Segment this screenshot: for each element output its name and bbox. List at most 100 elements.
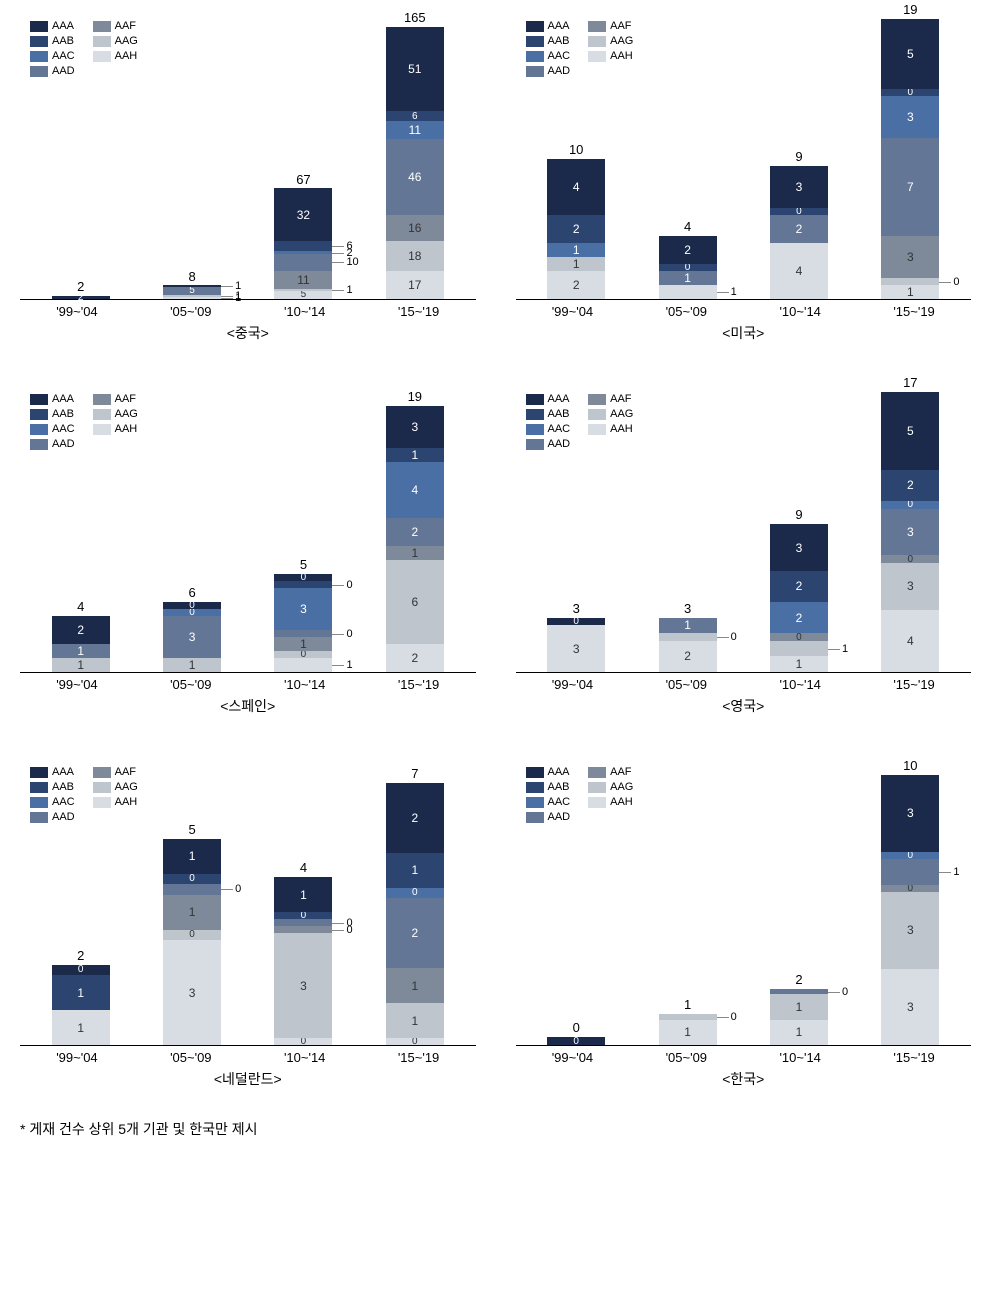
x-label: '15~'19 — [885, 677, 943, 692]
legend-item: AAF — [588, 20, 633, 32]
bar-total: 3 — [547, 601, 605, 616]
x-label: '99~'04 — [543, 677, 601, 692]
segment-label: 0 — [796, 632, 802, 643]
segment-label: 0 — [346, 917, 352, 929]
bar-segment: 0 — [881, 501, 939, 509]
legend-label: AAC — [548, 50, 571, 62]
legend-item: AAC — [30, 50, 75, 62]
bar-total: 67 — [274, 172, 332, 187]
x-axis-labels: '99~'04'05~'09'10~'14'15~'19 — [20, 304, 476, 319]
bar-total: 19 — [881, 2, 939, 17]
bar-segment: 0 — [274, 651, 332, 658]
bar-column: 1102 — [770, 989, 828, 1045]
segment-label: 1 — [573, 243, 580, 257]
legend-swatch — [93, 767, 111, 778]
bar-segment: 5 — [274, 291, 332, 299]
legend-label: AAG — [115, 35, 138, 47]
bar-segment: 2 — [770, 602, 828, 633]
x-axis-labels: '99~'04'05~'09'10~'14'15~'19 — [20, 1050, 476, 1065]
bar-segment: 1 — [163, 895, 221, 930]
segment-label: 1 — [77, 986, 84, 1000]
bar-segment: 2 — [52, 616, 110, 644]
legend-item: AAB — [526, 408, 571, 420]
x-axis-labels: '99~'04'05~'09'10~'14'15~'19 — [516, 677, 972, 692]
legend-item: AAH — [588, 50, 633, 62]
segment-label: 0 — [301, 572, 307, 583]
bar-segment: 0 — [274, 912, 332, 919]
bar-segment: 6 — [386, 111, 444, 121]
bar-segment: 0 — [547, 618, 605, 626]
segment-label: 1 — [411, 448, 418, 462]
bar-total: 2 — [770, 972, 828, 987]
bar-segment: 1 — [163, 839, 221, 874]
segment-label: 0 — [346, 628, 352, 640]
segment-label: 0 — [189, 600, 195, 611]
bar-segment: 0 — [163, 884, 221, 895]
bar-segment: 2 — [770, 571, 828, 602]
legend-swatch — [30, 797, 48, 808]
segment-label: 1 — [411, 979, 418, 993]
legend-label: AAF — [115, 20, 136, 32]
segment-label: 0 — [346, 579, 352, 591]
legend-item: AAC — [526, 796, 571, 808]
bar-segment: 0 — [386, 1038, 444, 1045]
x-label: '15~'19 — [390, 1050, 448, 1065]
segment-label: 1 — [684, 618, 691, 632]
legend-label: AAH — [115, 423, 138, 435]
chart-china: AAAAABAACAADAAFAAGAAH2211518511110263267… — [20, 20, 476, 343]
bar-segment: 1 — [659, 271, 717, 285]
segment-label: 5 — [907, 424, 914, 438]
x-label: '15~'19 — [390, 304, 448, 319]
legend-swatch — [93, 424, 111, 435]
bar-total: 5 — [163, 822, 221, 837]
bar-segment: 1 — [386, 448, 444, 462]
bar-column: 1718164611651165 — [386, 27, 444, 299]
segment-label: 17 — [408, 278, 421, 292]
bar-total: 17 — [881, 375, 939, 390]
segment-label: 0 — [573, 1036, 579, 1047]
legend-swatch — [93, 409, 111, 420]
bar-segment: 6 — [386, 560, 444, 644]
legend-swatch — [526, 439, 544, 450]
bar-segment: 0 — [881, 852, 939, 860]
bar-column: 261241319 — [386, 406, 444, 672]
bar-segment: 3 — [881, 892, 939, 968]
segment-label: 2 — [796, 222, 803, 236]
x-label: '15~'19 — [885, 1050, 943, 1065]
x-label: '05~'09 — [657, 1050, 715, 1065]
legend-label: AAH — [610, 423, 633, 435]
segment-label: 1 — [796, 657, 803, 671]
legend-label: AAD — [52, 438, 75, 450]
bar-segment: 0 — [881, 885, 939, 893]
segment-label: 46 — [408, 170, 421, 184]
segment-label: 2 — [796, 579, 803, 593]
segment-label: 0 — [412, 887, 418, 898]
bar-segment: 0 — [659, 633, 717, 641]
segment-label: 0 — [908, 499, 914, 510]
bar-segment: 1 — [52, 658, 110, 672]
bar-segment: 0 — [52, 965, 110, 976]
bar-column: 0300014 — [274, 877, 332, 1045]
legend-item: AAH — [588, 796, 633, 808]
segment-label: 3 — [411, 420, 418, 434]
legend-swatch — [588, 409, 606, 420]
x-label: '99~'04 — [543, 304, 601, 319]
bar-segment: 7 — [881, 138, 939, 236]
bar-column: 11518 — [163, 285, 221, 299]
legend-label: AAD — [548, 811, 571, 823]
x-label: '99~'04 — [543, 1050, 601, 1065]
legend-swatch — [588, 424, 606, 435]
bar-total: 0 — [547, 1020, 605, 1035]
segment-label: 3 — [907, 525, 914, 539]
segment-label: 1 — [796, 1025, 803, 1039]
x-label: '10~'14 — [276, 1050, 334, 1065]
bar-segment: 1 — [770, 641, 828, 657]
legend-swatch — [93, 36, 111, 47]
legend-swatch — [30, 439, 48, 450]
segment-label: 16 — [408, 221, 421, 235]
segment-label: 4 — [411, 483, 418, 497]
bar-total: 9 — [770, 149, 828, 164]
bar-column: 1124 — [52, 616, 110, 672]
legend-swatch — [588, 394, 606, 405]
segment-label: 0 — [78, 964, 84, 975]
